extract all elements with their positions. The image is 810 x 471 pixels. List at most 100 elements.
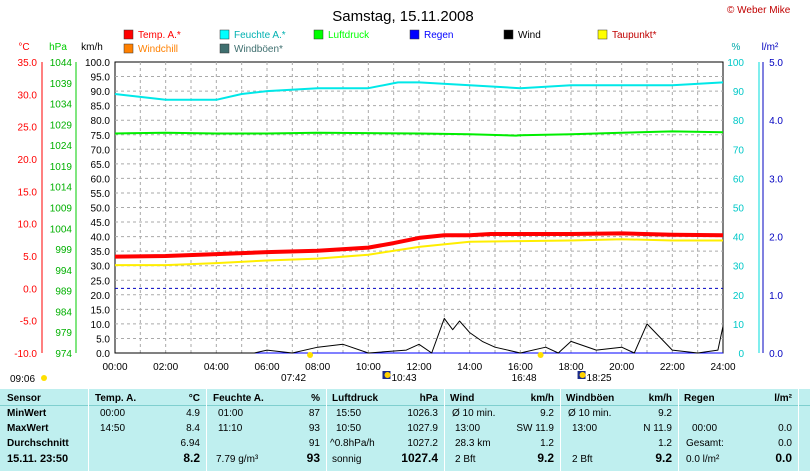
legend-swatch <box>503 29 514 40</box>
daylight-sun-icon <box>41 375 47 381</box>
wind-tick-label: 20.0 <box>91 291 111 302</box>
pressure-tick-label: 1014 <box>50 183 73 194</box>
temp-tick-label: -5.0 <box>20 317 38 328</box>
pressure-tick-label: 984 <box>55 307 72 318</box>
min-hum-time: 01:00 <box>218 408 244 419</box>
statistics-table: Sensor Temp. A. °C Feuchte A. % Luftdruc… <box>0 389 810 471</box>
pressure-tick-label: 1019 <box>50 162 73 173</box>
time-tick-label: 22:00 <box>660 362 685 373</box>
current-wind-bft: 2 Bft <box>455 454 476 465</box>
row-min-label: MinWert <box>7 408 47 419</box>
max-wind-value: SW 11.9 <box>516 423 554 434</box>
pressure-tick-label: 994 <box>55 266 72 277</box>
wind-tick-label: 60.0 <box>91 174 111 185</box>
max-gust-time: 13:00 <box>572 423 598 434</box>
current-rain-label: 0.0 l/m² <box>686 454 720 465</box>
chart-grid <box>41 61 764 354</box>
wind-tick-label: 90.0 <box>91 87 111 98</box>
chart-legend: Temp. A.* Feuchte A.* Luftdruck Regen Wind Ta… <box>123 29 657 55</box>
current-rain-value: 0.0 <box>775 451 792 465</box>
wind-tick-label: 5.0 <box>96 334 110 345</box>
wind-tick-label: 95.0 <box>91 73 111 84</box>
header-gust-unit: km/h <box>648 393 672 404</box>
header-wind-unit: km/h <box>530 393 554 404</box>
time-tick-label: 24:00 <box>710 362 735 373</box>
pressure-tick-label: 1004 <box>50 224 73 235</box>
min-gust-label: Ø 10 min. <box>568 408 612 419</box>
wind-tick-label: 0.0 <box>96 349 110 360</box>
max-wind-time: 13:00 <box>455 423 481 434</box>
wind-tick-label: 65.0 <box>91 160 111 171</box>
sunset-label: 16:48 <box>512 373 537 384</box>
temp-unit-label: °C <box>18 42 29 53</box>
axis-units: °C hPa km/h % l/m² <box>18 42 779 53</box>
time-tick-label: 16:00 <box>508 362 533 373</box>
wind-tick-label: 15.0 <box>91 305 111 316</box>
max-hum-time: 11:10 <box>218 423 243 434</box>
humidity-tick-label: 40 <box>733 233 745 244</box>
wind-tick-label: 10.0 <box>91 320 111 331</box>
temp-tick-label: 30.0 <box>18 90 38 101</box>
max-hum-value: 93 <box>308 423 320 434</box>
pressure-tick-label: 974 <box>55 349 72 360</box>
current-abs-humidity: 7.79 g/m³ <box>216 454 259 465</box>
legend-label: Windböen* <box>234 44 283 55</box>
wind-tick-label: 70.0 <box>91 145 111 156</box>
temp-tick-label: 35.0 <box>18 58 38 69</box>
min-temp-value: 4.9 <box>186 408 200 419</box>
legend-label: Temp. A.* <box>138 30 181 41</box>
pressure-tick-label: 999 <box>55 245 72 256</box>
legend-label: Taupunkt* <box>612 30 657 41</box>
legend-label: Feuchte A.* <box>234 30 286 41</box>
wind-tick-label: 75.0 <box>91 131 111 142</box>
min-press-time: 15:50 <box>336 408 362 419</box>
pressure-tick-label: 1039 <box>50 79 73 90</box>
rain-tick-label: 4.0 <box>769 116 783 127</box>
humidity-tick-label: 10 <box>733 320 745 331</box>
series-line-feuchte-a <box>114 81 724 101</box>
header-rain: Regen <box>684 393 715 404</box>
humidity-tick-label: 60 <box>733 174 745 185</box>
wind-tick-label: 35.0 <box>91 247 111 258</box>
pressure-tick-label: 1009 <box>50 204 73 215</box>
max-rain-time: 00:00 <box>692 423 718 434</box>
header-rain-unit: l/m² <box>774 393 792 404</box>
copyright-text: © Weber Mike <box>727 5 791 16</box>
current-gust-bft: 2 Bft <box>572 454 593 465</box>
legend-label: Luftdruck <box>328 30 370 41</box>
moonrise-label: 10:43 <box>391 373 416 384</box>
header-sensor: Sensor <box>7 393 41 404</box>
time-tick-label: 12:00 <box>406 362 431 373</box>
weather-chart: Samstag, 15.11.2008 © Weber Mike Temp. A… <box>10 5 791 385</box>
legend-swatch <box>219 29 230 40</box>
header-pressure-unit: hPa <box>419 393 438 404</box>
wind-unit-label: km/h <box>81 42 103 53</box>
series-line-temp-a <box>114 231 724 259</box>
current-weather-text: sonnig <box>332 454 362 465</box>
rain-tick-label: 2.0 <box>769 233 783 244</box>
humidity-tick-label: 50 <box>733 204 745 215</box>
sunrise-icon <box>307 352 314 358</box>
sunrise-label: 07:42 <box>281 373 306 384</box>
header-pressure: Luftdruck <box>332 393 379 404</box>
humidity-tick-label: 70 <box>733 145 745 156</box>
wind-tick-label: 25.0 <box>91 276 111 287</box>
legend-swatch <box>409 29 420 40</box>
axis-ticks: 35.0 30.0 25.0 20.0 15.0 10.0 5.0 0.0 -5.0 -10.0 1… <box>14 58 783 373</box>
humidity-unit-label: % <box>732 42 741 53</box>
wind-tick-label: 40.0 <box>91 233 111 244</box>
max-press-value: 1027.9 <box>407 423 438 434</box>
header-humidity-unit: % <box>311 393 320 404</box>
legend-swatch <box>219 43 230 54</box>
temp-tick-label: 15.0 <box>18 187 38 198</box>
wind-tick-label: 80.0 <box>91 116 111 127</box>
temp-tick-label: 20.0 <box>18 155 38 166</box>
header-humidity: Feuchte A. <box>213 393 264 404</box>
humidity-tick-label: 0 <box>738 349 744 360</box>
current-temp-value: 8.2 <box>183 451 200 465</box>
max-rain-value: 0.0 <box>778 423 792 434</box>
time-tick-label: 10:00 <box>356 362 381 373</box>
header-temp-unit: °C <box>188 393 200 404</box>
wind-tick-label: 85.0 <box>91 102 111 113</box>
time-tick-label: 08:00 <box>305 362 330 373</box>
